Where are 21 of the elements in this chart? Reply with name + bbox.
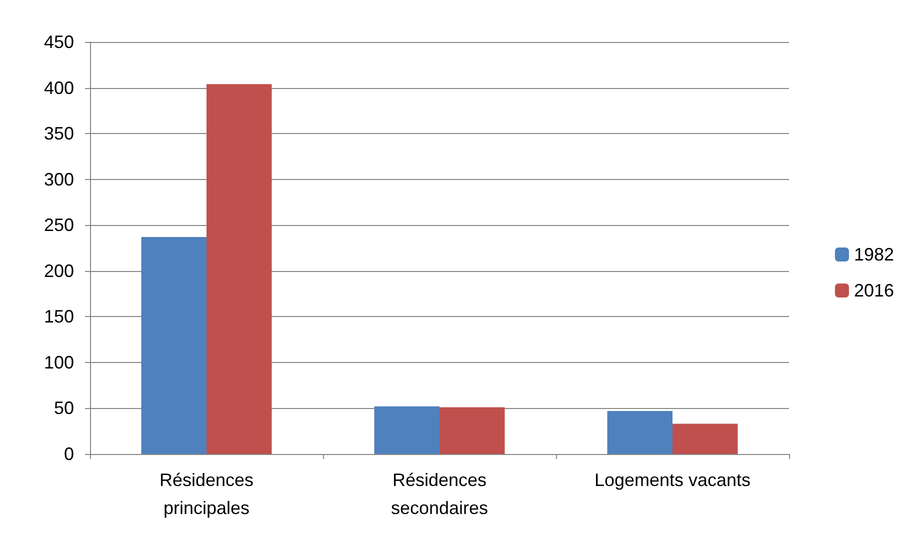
bar	[141, 237, 206, 454]
bar	[672, 424, 738, 454]
bar	[607, 410, 672, 454]
y-tick-label: 250	[44, 215, 74, 236]
x-tick-label: Logements vacants	[594, 470, 751, 490]
x-tick-label: Résidences secondaires	[390, 470, 488, 518]
legend-label: 2016	[854, 280, 894, 300]
y-tick-label: 100	[44, 352, 74, 372]
y-tick-label: 350	[44, 124, 74, 144]
y-tick-label: 400	[44, 78, 74, 98]
bar	[206, 84, 272, 454]
y-tick-label: 200	[44, 260, 74, 281]
x-tick-label: Résidences principales	[159, 470, 254, 518]
y-tick-label: 50	[54, 398, 74, 418]
y-tick-label: 300	[44, 169, 74, 190]
y-tick-label: 450	[44, 32, 74, 52]
legend-label: 1982	[854, 244, 894, 264]
y-tick-label: 150	[44, 306, 74, 327]
y-tick-label: 0	[64, 444, 74, 464]
bar	[440, 407, 505, 454]
bar	[374, 406, 440, 454]
